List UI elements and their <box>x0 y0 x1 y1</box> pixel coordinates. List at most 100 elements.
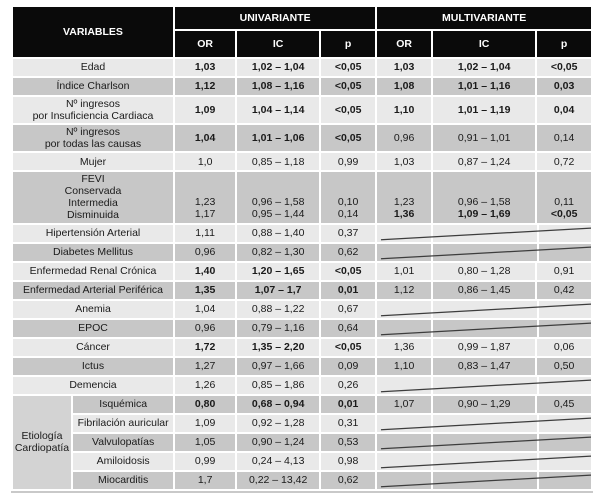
table-row: Índice Charlson 1,12 1,08 – 1,16 <0,05 1,08 1… <box>12 78 592 95</box>
cell-univariante-or: 1,09 <box>175 414 236 432</box>
excluded-diagonal-line <box>381 227 592 240</box>
cell-multivariante-or: 1,03 <box>377 153 432 171</box>
table-row: Valvulopatías 1,05 0,90 – 1,24 0,53 <box>13 433 592 451</box>
excluded-diagonal-line <box>381 322 592 335</box>
multivariante-excluded-cell <box>377 300 592 318</box>
cell-line: 0,96 – 1,58 <box>457 196 511 209</box>
cell-multivariante-p: 0,06 <box>537 338 592 356</box>
row-label-line: Isquémica <box>99 397 148 410</box>
row-label-line: EPOC <box>78 321 108 334</box>
table-row: Diabetes Mellitus 0,96 0,82 – 1,30 0,62 <box>12 243 592 261</box>
results-table: VARIABLES UNIVARIANTE MULTIVARIANTE OR I… <box>10 5 594 493</box>
row-label: EPOC <box>12 319 174 337</box>
cell-univariante-p: <0,05 <box>321 59 376 76</box>
cell-univariante-ic: 0,85 – 1,18 <box>237 153 320 171</box>
multivariante-p-header: p <box>537 31 592 57</box>
cell-univariante-or: 1,12 <box>175 78 236 95</box>
table-row: Mujer 1,0 0,85 – 1,18 0,99 1,03 0,87 – 1,24 0,… <box>12 153 592 171</box>
cell-line: Disminuida <box>67 209 119 222</box>
cell-univariante-or: 0,99 <box>175 452 236 470</box>
cell-multivariante-p: 0,42 <box>537 281 592 299</box>
cell-multivariante-p: 0,45 <box>537 395 592 413</box>
row-label-line: Enfermedad Renal Crónica <box>29 264 157 277</box>
cell-multivariante-or: 1,03 <box>377 59 432 76</box>
cell-univariante-p: <0,05 <box>321 125 376 152</box>
table-row: Anemia 1,04 0,88 – 1,22 0,67 <box>12 300 592 318</box>
multivariante-excluded-cell <box>377 471 592 489</box>
excluded-diagonal-line <box>381 379 592 392</box>
multivariante-excluded-cell <box>377 224 592 242</box>
row-label: Amiloidosis <box>73 452 174 470</box>
table-row: Nº ingresos por Insuficiencia Cardiaca 1,0… <box>12 97 592 124</box>
cell-multivariante-ic: 0,90 – 1,29 <box>433 395 536 413</box>
row-label-line: Valvulopatías <box>92 435 155 448</box>
cell-line: 1,17 <box>194 208 216 221</box>
cell-univariante-or: 1,03 <box>175 59 236 76</box>
row-label-line: Enfermedad Arterial Periférica <box>22 283 164 296</box>
cell-univariante-or: 0,96 <box>175 243 236 261</box>
cell-univariante-ic: 0,24 – 4,13 <box>237 452 320 470</box>
cell-line: 0,10 <box>337 196 359 209</box>
cell-multivariante-ic: 1,01 – 1,19 <box>433 97 536 124</box>
cell-multivariante-ic: 0,86 – 1,45 <box>433 281 536 299</box>
cell-multivariante-or: 1,10 <box>377 97 432 124</box>
row-label-line: Miocarditis <box>98 473 149 486</box>
cell-univariante-or: 1,04 <box>175 300 236 318</box>
row-label-line: Nº ingresos <box>65 126 120 139</box>
cell-univariante-or: 1,09 <box>175 97 236 124</box>
cell-univariante-p: 0,98 <box>321 452 376 470</box>
multivariante-header: MULTIVARIANTE <box>377 7 592 29</box>
cell-univariante-or: 1,27 <box>175 357 236 375</box>
cell-univariante-p: 0,62 <box>321 243 376 261</box>
cell-univariante-ic: 1,04 – 1,14 <box>237 97 320 124</box>
cell-multivariante-p: 0,91 <box>537 262 592 280</box>
cell-multivariante-ic: 1,02 – 1,04 <box>433 59 536 76</box>
multivariante-excluded-cell <box>377 243 592 261</box>
cell-univariante-or: 1,35 <box>175 281 236 299</box>
cell-univariante-ic: 0,88 – 1,40 <box>237 224 320 242</box>
cell-multivariante-ic: 0,96 – 1,58 1,09 – 1,69 <box>433 172 536 223</box>
cell-univariante-ic: 1,35 – 2,20 <box>237 338 320 356</box>
row-label: Isquémica <box>73 395 174 413</box>
table-row: Nº ingresos por todas las causas 1,04 1,01 … <box>12 125 592 152</box>
cell-univariante-ic: 1,08 – 1,16 <box>237 78 320 95</box>
row-label: Enfermedad Arterial Periférica <box>12 281 174 299</box>
cell-multivariante-p: 0,03 <box>537 78 592 95</box>
cell-univariante-p: 0,10 0,14 <box>321 172 376 223</box>
row-label: Edad <box>12 59 174 76</box>
cell-univariante-p: <0,05 <box>321 78 376 95</box>
row-label: Nº ingresos por Insuficiencia Cardiaca <box>12 97 174 124</box>
cell-multivariante-ic: 0,83 – 1,47 <box>433 357 536 375</box>
row-label: Diabetes Mellitus <box>12 243 174 261</box>
multivariante-excluded-cell <box>377 376 592 394</box>
row-label-line: Hipertensión Arterial <box>45 226 141 239</box>
cell-univariante-or: 1,23 1,17 <box>175 172 236 223</box>
univariante-or-header: OR <box>175 31 236 57</box>
cell-line: Conservada <box>64 185 122 198</box>
cell-line: 1,36 <box>393 208 415 221</box>
multivariante-ic-header: IC <box>433 31 536 57</box>
cell-univariante-ic: 1,07 – 1,7 <box>237 281 320 299</box>
cell-univariante-ic: 0,88 – 1,22 <box>237 300 320 318</box>
table-row: Cáncer 1,72 1,35 – 2,20 <0,05 1,36 0,99 – 1,8… <box>12 338 592 356</box>
cell-univariante-p: 0,31 <box>321 414 376 432</box>
excluded-diagonal-line <box>381 246 592 259</box>
cell-univariante-or: 1,26 <box>175 376 236 394</box>
row-label-line: Anemia <box>75 302 111 315</box>
excluded-diagonal-line <box>381 417 592 430</box>
table-row: Ictus 1,27 0,97 – 1,66 0,09 1,10 0,83 – 1,47 0… <box>12 357 592 375</box>
cell-univariante-ic: 1,20 – 1,65 <box>237 262 320 280</box>
excluded-diagonal-line <box>381 436 592 449</box>
cell-univariante-p: <0,05 <box>321 338 376 356</box>
cell-univariante-ic: 0,22 – 13,42 <box>237 471 320 489</box>
cell-line: 1,23 <box>194 196 216 209</box>
cell-multivariante-or: 1,10 <box>377 357 432 375</box>
multivariante-excluded-cell <box>377 319 592 337</box>
cell-univariante-ic: 0,68 – 0,94 <box>237 395 320 413</box>
cell-multivariante-ic: 0,91 – 1,01 <box>433 125 536 152</box>
row-label: Fibrilación auricular <box>73 414 174 432</box>
cell-univariante-or: 1,11 <box>175 224 236 242</box>
univariante-header: UNIVARIANTE <box>175 7 376 29</box>
row-label: Miocarditis <box>73 471 174 489</box>
cell-multivariante-p: 0,04 <box>537 97 592 124</box>
